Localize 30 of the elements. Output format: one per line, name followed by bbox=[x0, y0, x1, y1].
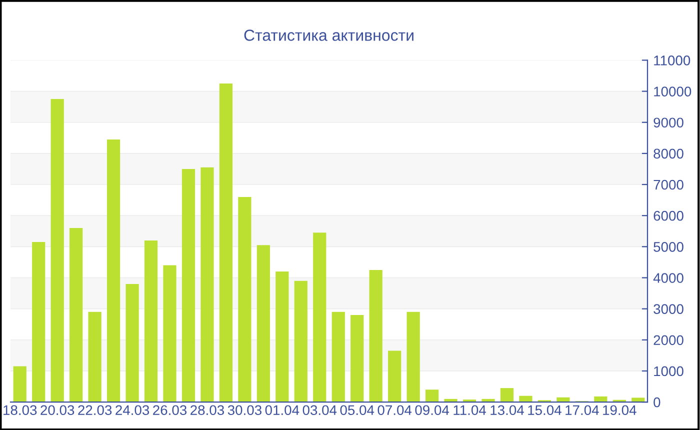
x-tick-label: 11.04 bbox=[454, 405, 486, 416]
y-tick-label: 1000 bbox=[654, 366, 684, 376]
x-tick-label: 03.04 bbox=[302, 405, 337, 416]
y-tick-label: 4000 bbox=[653, 273, 684, 283]
x-tick-label: 18.03 bbox=[4, 405, 37, 416]
x-tick-label: 20.03 bbox=[40, 405, 74, 416]
x-tick-label: 05.04 bbox=[340, 405, 374, 416]
y-tick-label: 10000 bbox=[654, 86, 692, 96]
y-tick-label: 11000 bbox=[654, 56, 690, 66]
x-tick-label: 07.04 bbox=[378, 405, 412, 416]
x-tick-label: 19.04 bbox=[603, 405, 636, 416]
y-tick-label: 9000 bbox=[654, 118, 684, 128]
x-tick-label: 26.03 bbox=[153, 405, 187, 416]
x-tick-label: 30.03 bbox=[228, 405, 262, 416]
y-tick-label: 5000 bbox=[654, 242, 684, 252]
y-tick-label: 8000 bbox=[654, 148, 684, 159]
x-tick-label: 01.04 bbox=[265, 405, 300, 416]
x-tick-label: 15.04 bbox=[528, 405, 562, 416]
y-tick-label: 0 bbox=[654, 397, 660, 408]
x-tick-label: 17.04 bbox=[566, 405, 599, 416]
y-tick-label: 2000 bbox=[654, 335, 684, 346]
y-tick-label: 7000 bbox=[654, 180, 684, 190]
x-tick-label: 28.03 bbox=[190, 405, 224, 416]
x-tick-label: 24.03 bbox=[116, 405, 150, 416]
y-tick-label: 3000 bbox=[654, 304, 684, 314]
x-tick-label: 13.04 bbox=[490, 405, 524, 416]
x-tick-label: 22.03 bbox=[78, 405, 112, 416]
y-tick-label: 6000 bbox=[654, 210, 684, 221]
chart-title: Статистика активности bbox=[244, 30, 414, 41]
x-tick-label: 09.04 bbox=[415, 405, 450, 416]
